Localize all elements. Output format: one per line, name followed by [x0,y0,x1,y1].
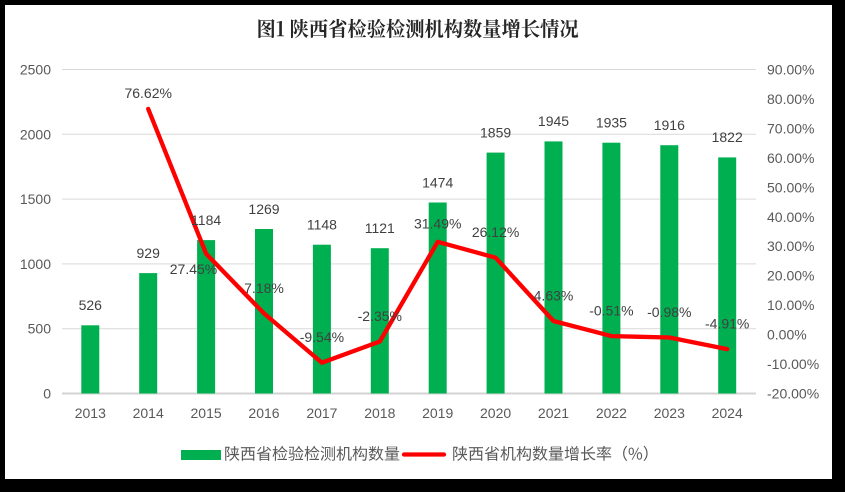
svg-text:-20.00%: -20.00% [767,386,819,402]
svg-text:1000: 1000 [20,256,51,272]
svg-text:40.00%: 40.00% [767,209,814,225]
svg-text:0.00%: 0.00% [767,327,807,343]
svg-text:2018: 2018 [364,405,395,421]
svg-text:1184: 1184 [191,212,221,228]
svg-text:7.18%: 7.18% [244,280,284,296]
svg-text:90.00%: 90.00% [767,62,814,78]
svg-text:20.00%: 20.00% [767,268,814,284]
svg-text:2015: 2015 [191,405,222,421]
svg-text:1269: 1269 [248,201,279,217]
svg-text:-4.91%: -4.91% [705,316,749,332]
svg-text:31.49%: 31.49% [414,215,461,231]
svg-text:1148: 1148 [307,217,337,233]
svg-text:1916: 1916 [654,117,685,133]
svg-text:-9.54%: -9.54% [300,329,344,345]
svg-text:-10.00%: -10.00% [767,356,819,372]
svg-text:2020: 2020 [480,405,511,421]
svg-text:60.00%: 60.00% [767,150,814,166]
svg-text:1822: 1822 [712,129,743,145]
svg-text:2021: 2021 [538,405,569,421]
svg-text:76.62%: 76.62% [124,85,171,101]
svg-text:-0.98%: -0.98% [647,304,691,320]
svg-text:-2.35%: -2.35% [358,308,402,324]
svg-text:2017: 2017 [306,405,337,421]
svg-text:526: 526 [79,297,103,313]
svg-text:1474: 1474 [422,174,453,190]
svg-text:0: 0 [43,386,51,402]
svg-text:1945: 1945 [538,113,569,129]
svg-text:80.00%: 80.00% [767,91,814,107]
svg-text:2023: 2023 [654,405,685,421]
svg-text:2022: 2022 [596,405,627,421]
svg-text:929: 929 [137,245,161,261]
svg-text:26.12%: 26.12% [472,224,519,240]
svg-text:50.00%: 50.00% [767,179,814,195]
svg-text:-0.51%: -0.51% [589,303,633,319]
svg-text:2500: 2500 [20,62,51,78]
svg-text:30.00%: 30.00% [767,238,814,254]
svg-text:2013: 2013 [75,405,106,421]
svg-text:1121: 1121 [365,220,395,236]
svg-text:1859: 1859 [480,124,511,140]
svg-text:10.00%: 10.00% [767,297,814,313]
svg-text:27.45%: 27.45% [170,261,217,277]
svg-text:70.00%: 70.00% [767,120,814,136]
svg-text:2000: 2000 [20,126,51,142]
svg-text:2016: 2016 [248,405,279,421]
svg-text:2014: 2014 [133,405,164,421]
svg-text:1935: 1935 [596,115,627,131]
svg-text:1500: 1500 [20,191,51,207]
svg-text:2024: 2024 [712,405,743,421]
svg-text:2019: 2019 [422,405,453,421]
svg-text:4.63%: 4.63% [534,288,574,304]
svg-text:500: 500 [28,321,52,337]
